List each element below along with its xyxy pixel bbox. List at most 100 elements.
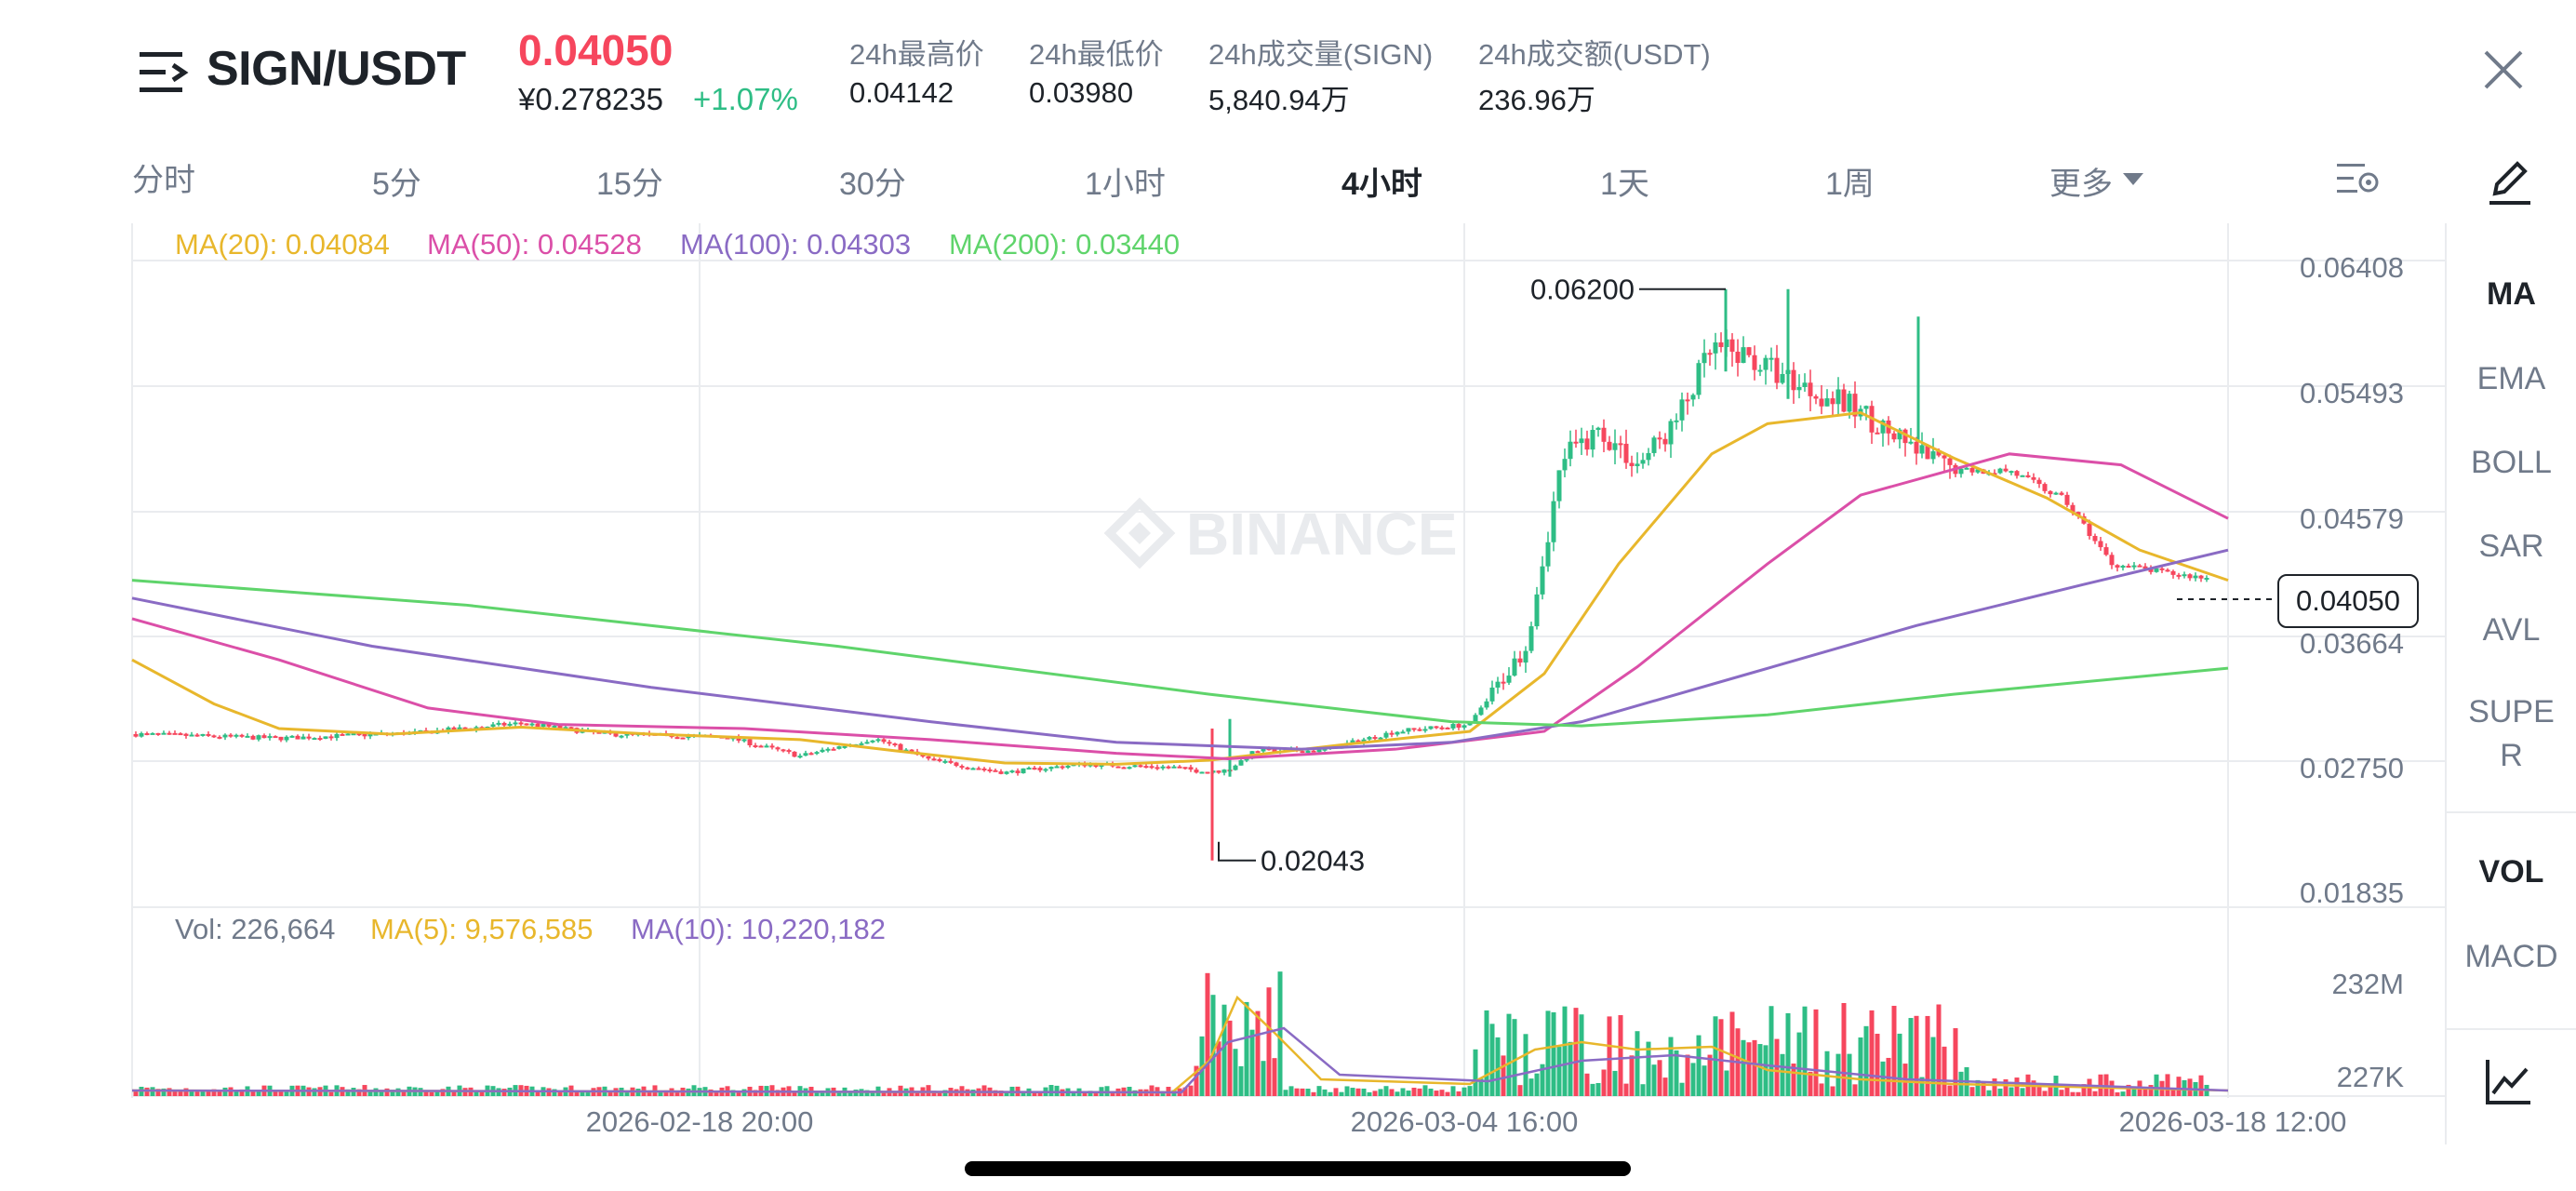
volume-bar xyxy=(2036,1087,2042,1096)
candle-body xyxy=(1138,765,1143,768)
volume-bar xyxy=(753,1090,758,1096)
candle-body xyxy=(881,739,887,743)
tab-1d[interactable]: 1天 xyxy=(1600,167,1649,202)
candle-body xyxy=(1841,389,1847,412)
volume-bar xyxy=(1707,1054,1713,1096)
tab-30m[interactable]: 30分 xyxy=(839,167,906,202)
tab-1h[interactable]: 1小时 xyxy=(1085,167,1166,202)
candle-body xyxy=(1188,767,1194,770)
volume-bar xyxy=(1763,1045,1768,1096)
volume-bar xyxy=(1462,1087,1467,1096)
close-icon[interactable] xyxy=(2482,48,2525,91)
candle-body xyxy=(518,722,524,725)
volume-bar xyxy=(2031,1080,2036,1096)
volume-bar xyxy=(1785,1012,1791,1096)
candle-body xyxy=(451,727,457,730)
candle-body xyxy=(987,769,993,771)
candle-body xyxy=(2165,569,2170,572)
candle-body xyxy=(513,722,518,725)
volume-bar xyxy=(1696,1035,1702,1096)
pencil-icon[interactable] xyxy=(2484,156,2536,208)
candle-body xyxy=(250,735,256,740)
indicator-macd[interactable]: MACD xyxy=(2464,939,2558,974)
candle-body xyxy=(619,735,624,738)
volume-bar xyxy=(1847,1053,1852,1096)
candle-body xyxy=(1255,751,1261,754)
volume-bar xyxy=(1333,1088,1339,1096)
candle-body xyxy=(1662,438,1668,445)
volume-bar xyxy=(1311,1091,1316,1096)
candle-body xyxy=(1216,770,1221,773)
tab-1w[interactable]: 1周 xyxy=(1825,167,1875,202)
ma-lines xyxy=(131,411,2229,1094)
candle-body xyxy=(1378,737,1383,740)
volume-bar xyxy=(1395,1091,1400,1096)
candlestick-chart[interactable]: BINANCE 0.06408 0.05493 0.04579 0.03664 0.02… xyxy=(0,214,2445,1154)
volume-bar xyxy=(1556,1047,1562,1096)
indicator-ma[interactable]: MA xyxy=(2487,276,2536,312)
chart-settings-icon[interactable] xyxy=(2335,158,2380,199)
candle-body xyxy=(753,745,758,748)
indicator-super-line1[interactable]: SUPE xyxy=(2468,694,2555,729)
legend-vol-ma5: MA(5): 9,576,585 xyxy=(370,913,594,945)
tab-4h[interactable]: 4小时 xyxy=(1341,167,1422,202)
volume-bar xyxy=(1434,1091,1439,1096)
candle-body xyxy=(1891,433,1897,440)
volume-bar xyxy=(1182,1087,1188,1096)
volume-bar xyxy=(440,1089,446,1096)
candle-body xyxy=(340,733,345,736)
volume-bar xyxy=(2014,1077,2020,1096)
volume-bar xyxy=(1568,1041,1573,1096)
tab-timeline[interactable]: 分时 xyxy=(132,163,195,198)
candle-body xyxy=(345,733,351,736)
candle-body xyxy=(546,724,552,727)
candle-body xyxy=(1221,769,1227,773)
indicator-ema[interactable]: EMA xyxy=(2476,361,2546,396)
candle-body xyxy=(1406,728,1411,732)
tab-15m[interactable]: 15分 xyxy=(596,167,663,202)
candle-body xyxy=(1238,760,1244,766)
volume-bar xyxy=(926,1085,931,1096)
volume-bar xyxy=(1623,1083,1629,1096)
volume-bar xyxy=(870,1091,875,1096)
candle-body xyxy=(2120,566,2126,569)
candle-body xyxy=(167,732,172,735)
candle-body xyxy=(496,722,501,725)
volume-bar xyxy=(1545,1010,1551,1096)
volume-bar xyxy=(1942,1046,1947,1096)
volume-bar xyxy=(1484,1010,1489,1096)
candle-body xyxy=(1919,445,1925,454)
tab-5m[interactable]: 5分 xyxy=(372,167,421,202)
volume-bar xyxy=(1713,1016,1718,1096)
volume-bar xyxy=(1534,1073,1540,1096)
volume-bar xyxy=(384,1088,390,1096)
candle-body xyxy=(1166,766,1171,769)
indicator-super-line2[interactable]: R xyxy=(2500,738,2523,773)
volume-bar xyxy=(479,1091,485,1096)
indicator-avl[interactable]: AVL xyxy=(2482,612,2541,648)
volume-bar xyxy=(1489,1024,1495,1096)
volume-bar xyxy=(133,1091,139,1096)
candle-body xyxy=(596,731,602,734)
menu-icon[interactable] xyxy=(138,47,190,99)
price-axis-label: 0.04579 xyxy=(2300,502,2404,535)
candles xyxy=(133,288,2209,861)
candle-body xyxy=(161,732,167,735)
candle-body xyxy=(1796,387,1802,391)
high-label: 0.06200 xyxy=(1530,274,1635,306)
indicator-sar[interactable]: SAR xyxy=(2478,529,2544,564)
candle-body xyxy=(825,748,831,751)
volume-bar xyxy=(1992,1078,1997,1096)
tab-more[interactable]: 更多 xyxy=(2049,167,2113,202)
candle-body xyxy=(2092,536,2098,542)
trading-pair-title[interactable]: SIGN/USDT xyxy=(207,42,466,96)
volume-bar xyxy=(206,1091,211,1096)
indicator-vol[interactable]: VOL xyxy=(2478,854,2544,890)
candle-body xyxy=(2042,484,2048,491)
volume-bar xyxy=(580,1091,585,1096)
line-chart-icon[interactable] xyxy=(2482,1056,2534,1108)
indicator-boll[interactable]: BOLL xyxy=(2471,445,2552,480)
volume-bar xyxy=(1372,1091,1378,1096)
candle-body xyxy=(1428,726,1434,729)
candle-body xyxy=(741,739,747,742)
